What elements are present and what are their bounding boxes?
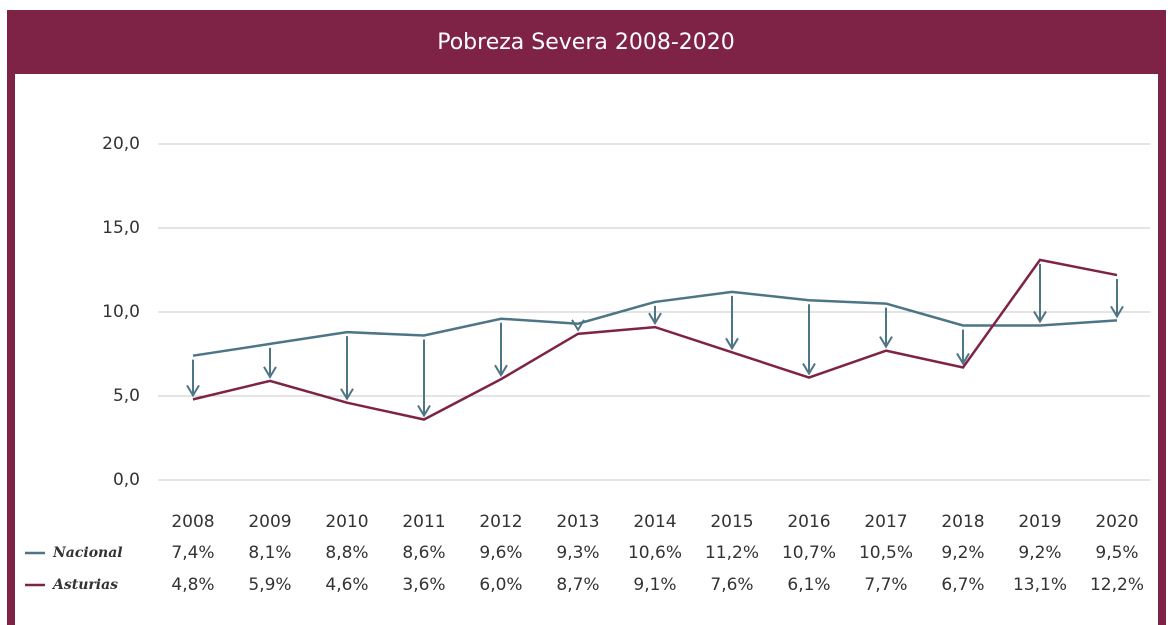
difference-arrow bbox=[263, 347, 277, 379]
x-tick-label: 2011 bbox=[402, 512, 445, 532]
table-value: 6,1% bbox=[787, 575, 830, 595]
difference-arrow bbox=[1033, 263, 1047, 324]
table-value: 9,6% bbox=[479, 543, 522, 563]
table-value: 9,2% bbox=[1018, 543, 1061, 563]
table-value: 6,0% bbox=[479, 575, 522, 595]
x-tick-label: 2012 bbox=[479, 512, 522, 532]
frame bbox=[7, 10, 1166, 625]
table-value: 10,7% bbox=[782, 543, 836, 563]
table-value: 8,8% bbox=[325, 543, 368, 563]
title-bar bbox=[7, 10, 1166, 74]
table-value: 9,1% bbox=[633, 575, 676, 595]
x-tick-label: 2009 bbox=[248, 512, 291, 532]
chart-title: Pobreza Severa 2008-2020 bbox=[437, 30, 735, 55]
table-value: 7,4% bbox=[171, 543, 214, 563]
x-tick-label: 2016 bbox=[787, 512, 830, 532]
x-tick-label: 2015 bbox=[710, 512, 753, 532]
legend-label: Nacional bbox=[52, 545, 123, 561]
y-tick-label: 5,0 bbox=[113, 386, 140, 406]
difference-arrow bbox=[494, 322, 508, 378]
table-value: 11,2% bbox=[705, 543, 759, 563]
series-line bbox=[192, 290, 1118, 357]
y-tick-label: 15,0 bbox=[102, 218, 140, 238]
table-value: 12,2% bbox=[1090, 575, 1144, 595]
difference-arrow bbox=[340, 336, 354, 401]
table-value: 8,7% bbox=[556, 575, 599, 595]
x-tick-label: 2013 bbox=[556, 512, 599, 532]
x-tick-label: 2014 bbox=[633, 512, 676, 532]
table-value: 7,7% bbox=[864, 575, 907, 595]
difference-arrow bbox=[648, 305, 662, 326]
table-value: 13,1% bbox=[1013, 575, 1067, 595]
table-value: 6,7% bbox=[941, 575, 984, 595]
table-value: 4,8% bbox=[171, 575, 214, 595]
difference-arrow bbox=[725, 295, 739, 351]
table-value: 3,6% bbox=[402, 575, 445, 595]
y-tick-label: 0,0 bbox=[113, 470, 140, 490]
x-tick-label: 2008 bbox=[171, 512, 214, 532]
table-value: 10,6% bbox=[628, 543, 682, 563]
difference-arrow bbox=[956, 329, 970, 366]
table-value: 9,5% bbox=[1095, 543, 1138, 563]
y-tick-label: 20,0 bbox=[102, 134, 140, 154]
table-value: 8,1% bbox=[248, 543, 291, 563]
legend-label: Asturias bbox=[51, 577, 118, 593]
difference-arrow bbox=[1110, 279, 1124, 319]
table-value: 8,6% bbox=[402, 543, 445, 563]
x-tick-label: 2017 bbox=[864, 512, 907, 532]
table-value: 9,3% bbox=[556, 543, 599, 563]
difference-arrow bbox=[186, 359, 200, 398]
x-tick-label: 2010 bbox=[325, 512, 368, 532]
difference-arrow bbox=[879, 307, 893, 349]
difference-arrow bbox=[417, 339, 431, 418]
x-tick-label: 2019 bbox=[1018, 512, 1061, 532]
x-tick-label: 2018 bbox=[941, 512, 984, 532]
x-tick-label: 2020 bbox=[1095, 512, 1138, 532]
difference-arrow bbox=[802, 304, 816, 376]
series-line bbox=[192, 258, 1118, 421]
table-value: 7,6% bbox=[710, 575, 753, 595]
table-value: 4,6% bbox=[325, 575, 368, 595]
table-value: 10,5% bbox=[859, 543, 913, 563]
table-value: 9,2% bbox=[941, 543, 984, 563]
y-tick-label: 10,0 bbox=[102, 302, 140, 322]
table-value: 5,9% bbox=[248, 575, 291, 595]
